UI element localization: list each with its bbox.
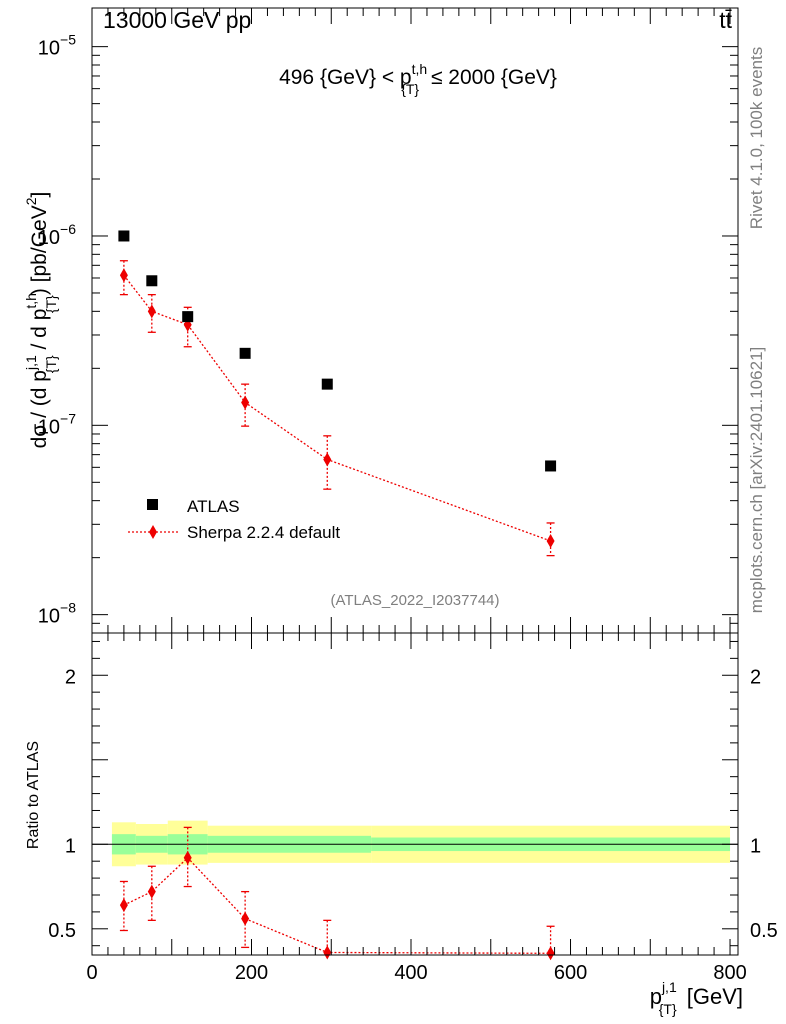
ylabel-close: ] (28, 192, 51, 198)
ratio-plot-panel: 0.5 0.51 12 20 200 400 600 800 Ratio to ATLAS p… (25, 632, 778, 1017)
ratio-y-tick-label-left: 1 (65, 835, 76, 857)
energy-label: 13000 GeV pp (103, 7, 251, 33)
ratio-y-tick-label-right: 1 (750, 835, 761, 857)
rivet-label: Rivet 4.1.0, 100k events (747, 47, 766, 229)
ylabel-unit-sup: 2 (23, 197, 39, 205)
sherpa-series (119, 260, 555, 557)
ratio-point (183, 850, 192, 865)
legend-atlas-marker (147, 499, 158, 510)
ylabel-sub2: {T} (43, 295, 59, 313)
tick-exp: −5 (60, 32, 76, 48)
ratio-y-tick-label-right: 0.5 (750, 920, 778, 942)
main-title: 496 {GeV} < pt,h {T} ≤ 2000 {GeV} (279, 61, 557, 97)
atlas-point (118, 230, 130, 242)
analysis-label: (ATLAS_2022_I2037744) (330, 592, 499, 609)
ratio-plot-frame (91, 632, 739, 956)
main-y-tick-label: 10−7 (38, 410, 76, 438)
title-rest: ≤ 2000 {GeV} (425, 66, 557, 89)
ratio-y-axis-label: Ratio to ATLAS (25, 741, 42, 849)
ylabel-sup1: j,1 (23, 355, 39, 371)
main-y-tick-label: 10−5 (38, 32, 76, 60)
ratio-point (147, 884, 156, 899)
sherpa-line (123, 274, 551, 542)
atlas-point (321, 378, 333, 390)
main-y-tick-labels: 10−810−710−610−5 (38, 32, 76, 628)
main-y-tick-label: 10−8 (38, 600, 76, 628)
title-sup: t,h (412, 61, 428, 77)
ylabel-sub1: {T} (43, 355, 59, 373)
main-y-tick-label: 10−6 (38, 221, 76, 249)
x-tick-label: 200 (235, 962, 268, 984)
main-plot-panel: 10−810−710−610−5 (ATLAS_2022_I2037744) 4… (23, 7, 739, 634)
xlabel-sub: {T} (659, 1001, 677, 1017)
xlabel-unit: [GeV] (681, 984, 743, 1009)
tick-base: 10 (38, 38, 60, 60)
atlas-point (182, 311, 194, 323)
ratio-y-tick-label-right: 2 (750, 666, 761, 688)
ratio-line (123, 856, 551, 954)
main-title-text: 496 {GeV} < pt,h {T} ≤ 2000 {GeV} (279, 61, 557, 97)
process-label: tt̄ (719, 7, 732, 33)
sherpa-point (241, 395, 250, 410)
mcplots-label: mcplots.cern.ch [arXiv:2401.10621] (747, 347, 766, 613)
ylabel-sup2: t,h (23, 293, 39, 309)
atlas-point (239, 347, 251, 359)
legend-sherpa-marker (149, 525, 157, 539)
ratio-tick-labels: 0.5 0.5 1 1 2 2 0 200 400 600 800 (48, 666, 778, 984)
ratio-uncertainty-bands (111, 820, 731, 867)
ratio-point (241, 911, 250, 926)
legend-atlas-label: ATLAS (187, 497, 240, 516)
x-axis-label: pj,1 {T} [GeV] (650, 979, 743, 1017)
atlas-point (545, 460, 557, 472)
ratio-point (546, 946, 555, 961)
ylabel-mid: / d p (28, 309, 51, 356)
x-tick-label: 400 (394, 962, 427, 984)
tick-base: 10 (38, 227, 60, 249)
ratio-y-tick-label-left: 0.5 (48, 920, 76, 942)
sherpa-point (119, 268, 128, 283)
ratio-sherpa-series (119, 826, 555, 961)
tick-base: 10 (38, 606, 60, 628)
ylabel-unit: ) [pb/GeV (28, 205, 51, 295)
x-tick-label: 600 (554, 962, 587, 984)
ratio-point (323, 945, 332, 960)
atlas-series (118, 230, 557, 472)
sherpa-point (546, 533, 555, 548)
x-tick-label: 0 (86, 962, 97, 984)
sherpa-point (147, 304, 156, 319)
tick-base: 10 (38, 416, 60, 438)
atlas-point (146, 275, 158, 287)
main-axis-ticks (91, 8, 738, 634)
tick-exp: −8 (60, 600, 76, 616)
title-sub: {T} (401, 81, 419, 97)
legend: ATLAS Sherpa 2.2.4 default (128, 497, 340, 542)
xlabel-sup: j,1 (661, 979, 677, 995)
x-axis-label-text: pj,1 {T} [GeV] (650, 979, 743, 1017)
tick-exp: −7 (60, 410, 76, 426)
ratio-point (119, 898, 128, 913)
ratio-y-tick-label-left: 2 (65, 666, 76, 688)
legend-sherpa-label: Sherpa 2.2.4 default (187, 523, 340, 542)
tick-exp: −6 (60, 221, 76, 237)
ratio-axis-ticks (91, 633, 738, 955)
sherpa-point (323, 452, 332, 467)
x-tick-label: 800 (713, 962, 746, 984)
